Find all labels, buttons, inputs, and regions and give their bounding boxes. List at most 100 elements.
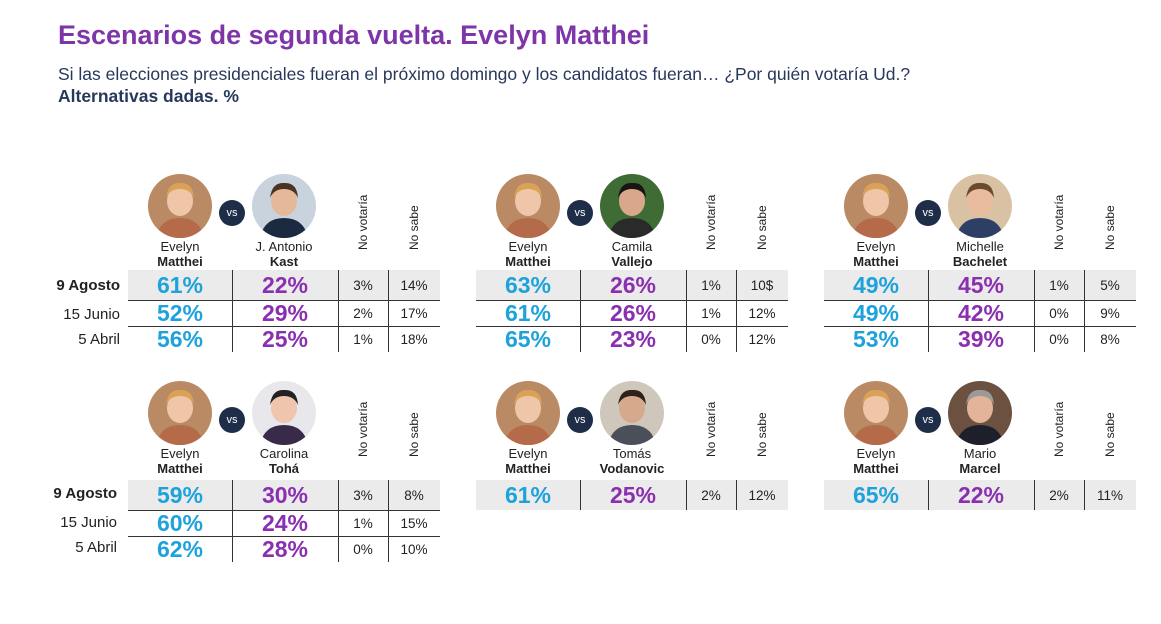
column-divider xyxy=(928,480,929,510)
value-no-votaria: 0% xyxy=(1049,331,1069,347)
table-row: 65% 22% 2% 11% xyxy=(824,480,1136,510)
candidate-b-name: Camila Vallejo xyxy=(584,239,680,269)
value-matthei: 56% xyxy=(156,325,204,352)
value-matthei: 52% xyxy=(156,299,204,326)
value-no-votaria: 2% xyxy=(701,487,721,503)
candidate-first-name: Evelyn xyxy=(856,446,896,461)
matchup-panel: vs Evelyn Matthei Tomás Vodanovic No votaría N… xyxy=(476,379,788,569)
candidate-a-name: Evelyn Matthei xyxy=(132,446,228,476)
value-rival: 28% xyxy=(261,535,309,562)
row-divider xyxy=(128,510,440,511)
table-row: 60% 24% 1% 15% xyxy=(128,510,440,536)
candidate-last-name: Bachelet xyxy=(952,254,1008,269)
avatar-matthei xyxy=(496,381,560,445)
candidate-last-name: Kast xyxy=(269,254,299,269)
candidate-last-name: Matthei xyxy=(505,254,551,269)
value-rival: 30% xyxy=(261,481,309,508)
header-no-votaria-text: No votaría xyxy=(1052,401,1066,457)
value-matthei: 59% xyxy=(156,481,204,508)
value-matthei: 49% xyxy=(852,299,900,326)
header-no-sabe-text: No sabe xyxy=(407,205,421,250)
candidate-b-name: J. Antonio Kast xyxy=(236,239,332,269)
candidate-first-name: Carolina xyxy=(259,446,309,461)
value-no-votaria: 2% xyxy=(1049,487,1069,503)
candidate-last-name: Matthei xyxy=(853,254,899,269)
candidate-a-name: Evelyn Matthei xyxy=(480,239,576,269)
column-divider xyxy=(338,480,339,562)
value-matthei: 62% xyxy=(156,535,204,562)
value-matthei: 49% xyxy=(852,271,900,298)
header-no-sabe-text: No sabe xyxy=(407,412,421,457)
row-divider xyxy=(824,300,1136,301)
value-no-sabe: 12% xyxy=(748,487,776,503)
column-divider xyxy=(338,270,339,352)
avatar-rival xyxy=(252,174,316,238)
candidate-b-name: Michelle Bachelet xyxy=(932,239,1028,269)
table-row: 52% 29% 2% 17% xyxy=(128,300,440,326)
column-divider xyxy=(232,480,233,562)
header-no-sabe: No sabe xyxy=(1100,174,1120,264)
header-no-votaria-text: No votaría xyxy=(356,194,370,250)
value-matthei: 63% xyxy=(504,271,552,298)
candidate-last-name: Matthei xyxy=(157,254,203,269)
value-no-votaria: 1% xyxy=(1049,277,1069,293)
candidate-b-name: Carolina Tohá xyxy=(236,446,332,476)
value-no-sabe: 15% xyxy=(400,515,428,531)
value-no-sabe: 9% xyxy=(1100,305,1120,321)
avatar-rival xyxy=(600,381,664,445)
vs-badge: vs xyxy=(219,200,245,226)
value-matthei: 65% xyxy=(852,481,900,508)
candidate-last-name: Vodanovic xyxy=(599,461,665,476)
avatar-matthei xyxy=(496,174,560,238)
value-rival: 29% xyxy=(261,299,309,326)
candidate-last-name: Tohá xyxy=(268,461,300,476)
table-row: 61% 25% 2% 12% xyxy=(476,480,788,510)
value-no-votaria: 3% xyxy=(353,277,373,293)
candidate-a-name: Evelyn Matthei xyxy=(132,239,228,269)
candidate-first-name: Michelle xyxy=(956,239,1004,254)
candidate-a-name: Evelyn Matthei xyxy=(828,239,924,269)
candidate-b-name: Mario Marcel xyxy=(932,446,1028,476)
value-no-votaria: 1% xyxy=(701,277,721,293)
header-no-sabe-text: No sabe xyxy=(755,205,769,250)
value-no-sabe: 8% xyxy=(404,487,424,503)
matchup-panel: vs Evelyn Matthei J. Antonio Kast No votaría N… xyxy=(128,172,440,362)
date-label: 15 Junio xyxy=(63,306,120,323)
value-rival: 24% xyxy=(261,509,309,536)
candidate-first-name: J. Antonio xyxy=(255,239,313,254)
table-row: 53% 39% 0% 8% xyxy=(824,326,1136,352)
candidate-first-name: Evelyn xyxy=(160,446,200,461)
value-matthei: 65% xyxy=(504,325,552,352)
candidate-first-name: Evelyn xyxy=(508,446,548,461)
column-divider xyxy=(232,270,233,352)
header-no-sabe-text: No sabe xyxy=(1103,205,1117,250)
candidate-first-name: Camila xyxy=(611,239,653,254)
candidate-last-name: Matthei xyxy=(157,461,203,476)
value-rival: 26% xyxy=(609,299,657,326)
row-divider xyxy=(128,326,440,327)
matchup-panel: vs Evelyn Matthei Carolina Tohá No votaría No … xyxy=(128,379,440,569)
value-rival: 45% xyxy=(957,271,1005,298)
value-rival: 42% xyxy=(957,299,1005,326)
header-no-votaria: No votaría xyxy=(701,174,721,264)
value-no-sabe: 14% xyxy=(400,277,428,293)
table-row: 61% 26% 1% 12% xyxy=(476,300,788,326)
table-row: 49% 42% 0% 9% xyxy=(824,300,1136,326)
candidate-first-name: Mario xyxy=(963,446,997,461)
value-rival: 25% xyxy=(261,325,309,352)
value-no-sabe: 5% xyxy=(1100,277,1120,293)
value-rival: 25% xyxy=(609,481,657,508)
row-divider xyxy=(128,300,440,301)
column-divider xyxy=(736,480,737,510)
value-no-sabe: 8% xyxy=(1100,331,1120,347)
candidate-first-name: Evelyn xyxy=(160,239,200,254)
column-divider xyxy=(686,270,687,352)
value-rival: 23% xyxy=(609,325,657,352)
date-label: 9 Agosto xyxy=(56,277,120,294)
column-divider xyxy=(1034,480,1035,510)
header-no-votaria-text: No votaría xyxy=(704,194,718,250)
date-label: 15 Junio xyxy=(60,514,117,531)
column-divider xyxy=(580,270,581,352)
date-label: 9 Agosto xyxy=(53,485,117,502)
header-no-sabe: No sabe xyxy=(752,174,772,264)
